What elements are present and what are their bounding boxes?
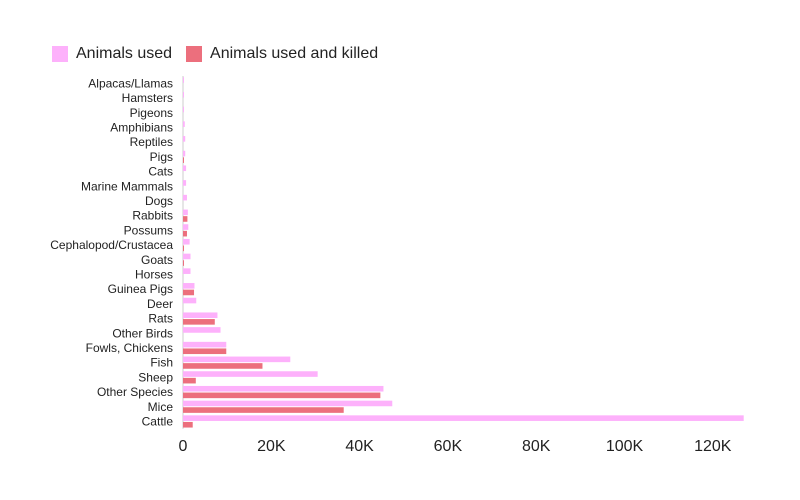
category-label-pigeons: Pigeons [130, 106, 173, 120]
bar-used-pigs[interactable] [183, 150, 186, 157]
bar-used-fish[interactable] [183, 356, 291, 363]
bar-killed-sheep[interactable] [183, 377, 196, 384]
bar-killed-rats[interactable] [183, 319, 215, 325]
category-label-fowls-chickens: Fowls, Chickens [86, 341, 173, 355]
category-label-guinea-pigs: Guinea Pigs [108, 282, 173, 296]
x-tick-label: 100K [606, 438, 644, 455]
category-label-mice: Mice [148, 400, 174, 414]
legend-item-animals-killed[interactable]: Animals used and killed [186, 45, 378, 63]
bar-used-cats[interactable] [183, 165, 187, 172]
x-tick-label: 60K [434, 438, 463, 455]
category-label-alpacas-llamas: Alpacas/Llamas [88, 76, 173, 90]
x-tick-label: 120K [694, 438, 732, 455]
bar-used-marine-mammals[interactable] [183, 180, 187, 186]
category-label-amphibians: Amphibians [110, 120, 173, 134]
bar-used-cephalopod-crustacea[interactable] [183, 238, 190, 245]
bar-used-deer[interactable] [183, 297, 197, 304]
bar-killed-other-species[interactable] [183, 392, 381, 399]
bar-used-sheep[interactable] [183, 371, 318, 377]
category-label-rats: Rats [148, 312, 173, 326]
bar-used-goats[interactable] [183, 253, 191, 260]
bar-used-possums[interactable] [183, 224, 189, 230]
category-label-hamsters: Hamsters [122, 91, 173, 105]
bar-used-reptiles[interactable] [183, 136, 186, 142]
bar-used-horses[interactable] [183, 268, 191, 274]
bar-used-rabbits[interactable] [183, 209, 188, 216]
category-label-marine-mammals: Marine Mammals [81, 179, 173, 193]
x-tick-label: 40K [345, 438, 374, 455]
bar-used-fowls-chickens[interactable] [183, 341, 227, 348]
category-label-cephalopod-crustacea: Cephalopod/Crustacea [50, 238, 173, 252]
category-label-cattle: Cattle [142, 414, 174, 428]
category-label-other-species: Other Species [97, 385, 173, 399]
legend-swatch-animals-used [52, 46, 68, 62]
bar-used-hamsters[interactable] [183, 91, 184, 98]
category-label-other-birds: Other Birds [112, 326, 173, 340]
legend-label-animals-killed: Animals used and killed [210, 45, 379, 62]
category-label-goats: Goats [141, 253, 173, 267]
bar-killed-goats[interactable] [183, 260, 184, 266]
bar-used-rats[interactable] [183, 312, 218, 319]
x-tick-label: 20K [257, 438, 286, 455]
bar-used-alpacas-llamas[interactable] [183, 77, 184, 83]
legend-item-animals-used[interactable]: Animals used [52, 45, 172, 63]
legend-label-animals-used: Animals used [76, 45, 173, 62]
bar-killed-cephalopod-crustacea[interactable] [183, 245, 184, 252]
category-label-reptiles: Reptiles [130, 135, 173, 149]
category-label-fish: Fish [150, 356, 173, 370]
bar-killed-guinea-pigs[interactable] [183, 289, 195, 296]
bar-killed-rabbits[interactable] [183, 216, 188, 222]
bar-killed-fish[interactable] [183, 363, 263, 369]
bar-killed-pigs[interactable] [183, 157, 184, 163]
bar-killed-fowls-chickens[interactable] [183, 348, 227, 355]
category-label-rabbits: Rabbits [132, 209, 173, 223]
bar-used-amphibians[interactable] [183, 121, 185, 127]
bar-killed-mice[interactable] [183, 407, 344, 413]
category-label-dogs: Dogs [145, 194, 173, 208]
category-label-sheep: Sheep [138, 370, 173, 384]
legend-swatch-animals-killed [186, 46, 203, 62]
bar-killed-possums[interactable] [183, 230, 187, 237]
bar-used-other-birds[interactable] [183, 327, 221, 333]
bar-used-dogs[interactable] [183, 194, 187, 201]
x-tick-label: 80K [522, 438, 551, 455]
bar-used-pigeons[interactable] [183, 106, 184, 113]
category-label-possums: Possums [124, 223, 173, 237]
bar-used-other-species[interactable] [183, 385, 384, 392]
chart-legend: Animals used Animals used and killed [52, 45, 392, 63]
category-label-deer: Deer [147, 297, 173, 311]
category-label-horses: Horses [135, 267, 173, 281]
category-label-cats: Cats [148, 165, 173, 179]
bar-used-guinea-pigs[interactable] [183, 283, 195, 289]
bar-used-mice[interactable] [183, 400, 393, 407]
category-label-pigs: Pigs [150, 150, 173, 164]
x-tick-label: 0 [179, 438, 188, 455]
bar-killed-cattle[interactable] [183, 421, 193, 428]
bar-used-cattle[interactable] [183, 415, 744, 421]
